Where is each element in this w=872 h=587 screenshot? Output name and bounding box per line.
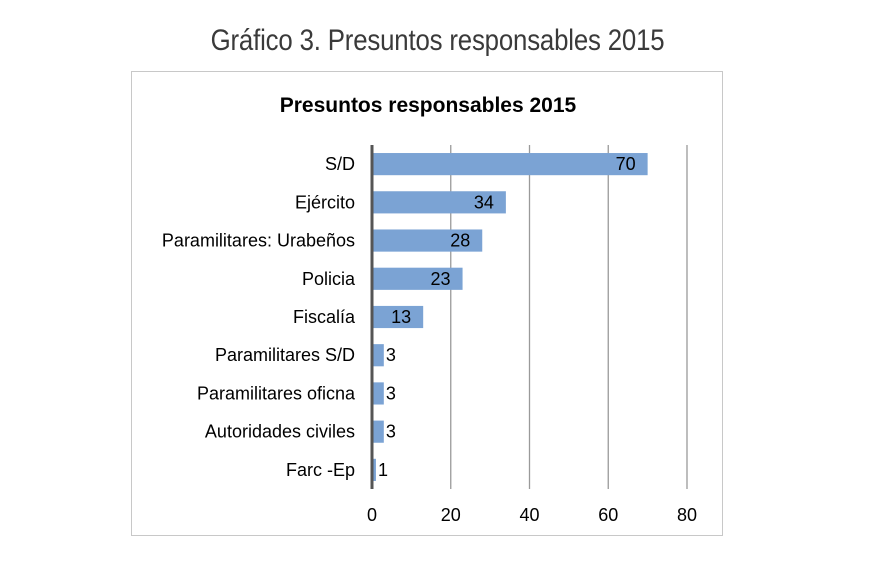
data-label: 23 <box>431 269 451 289</box>
bars <box>372 153 648 481</box>
x-tick-label: 80 <box>677 505 697 525</box>
bar <box>372 382 384 405</box>
x-tick-label: 40 <box>519 505 539 525</box>
chart-title: Presuntos responsables 2015 <box>280 94 577 117</box>
category-label: Paramilitares: Urabeños <box>162 231 355 251</box>
data-label: 13 <box>391 307 411 327</box>
bar <box>372 229 483 252</box>
bar <box>372 305 424 329</box>
bar <box>372 420 384 443</box>
bar <box>372 153 648 176</box>
category-label: Autoridades civiles <box>205 422 355 442</box>
category-labels: S/D Ejército Paramilitares: Urabeños Polici… <box>162 154 356 480</box>
data-label: 3 <box>386 383 396 403</box>
data-label: 1 <box>378 460 388 480</box>
bar <box>372 458 376 481</box>
bar <box>372 191 506 214</box>
category-label: Paramilitares S/D <box>215 345 355 365</box>
x-tick-label: 20 <box>441 505 461 525</box>
data-label: 70 <box>616 154 636 174</box>
figure-caption: Gráfico 3. Presuntos responsables 2015 <box>210 24 665 57</box>
category-label: Fiscalía <box>293 307 356 327</box>
data-label: 3 <box>386 422 396 442</box>
x-tick-label: 0 <box>367 505 377 525</box>
category-label: Policia <box>302 269 356 289</box>
chart-frame <box>131 71 723 536</box>
category-label: S/D <box>325 154 355 174</box>
bar <box>372 344 384 367</box>
data-label: 34 <box>474 192 494 212</box>
category-label: Ejército <box>295 192 355 212</box>
category-label: Paramilitares oficna <box>197 383 356 403</box>
tick-labels: 0 20 40 60 80 <box>367 505 697 525</box>
bar <box>372 267 463 290</box>
x-tick-label: 60 <box>598 505 618 525</box>
data-label: 3 <box>386 345 396 365</box>
category-label: Farc -Ep <box>286 460 355 480</box>
gridlines <box>450 145 688 489</box>
data-label: 28 <box>450 231 470 251</box>
